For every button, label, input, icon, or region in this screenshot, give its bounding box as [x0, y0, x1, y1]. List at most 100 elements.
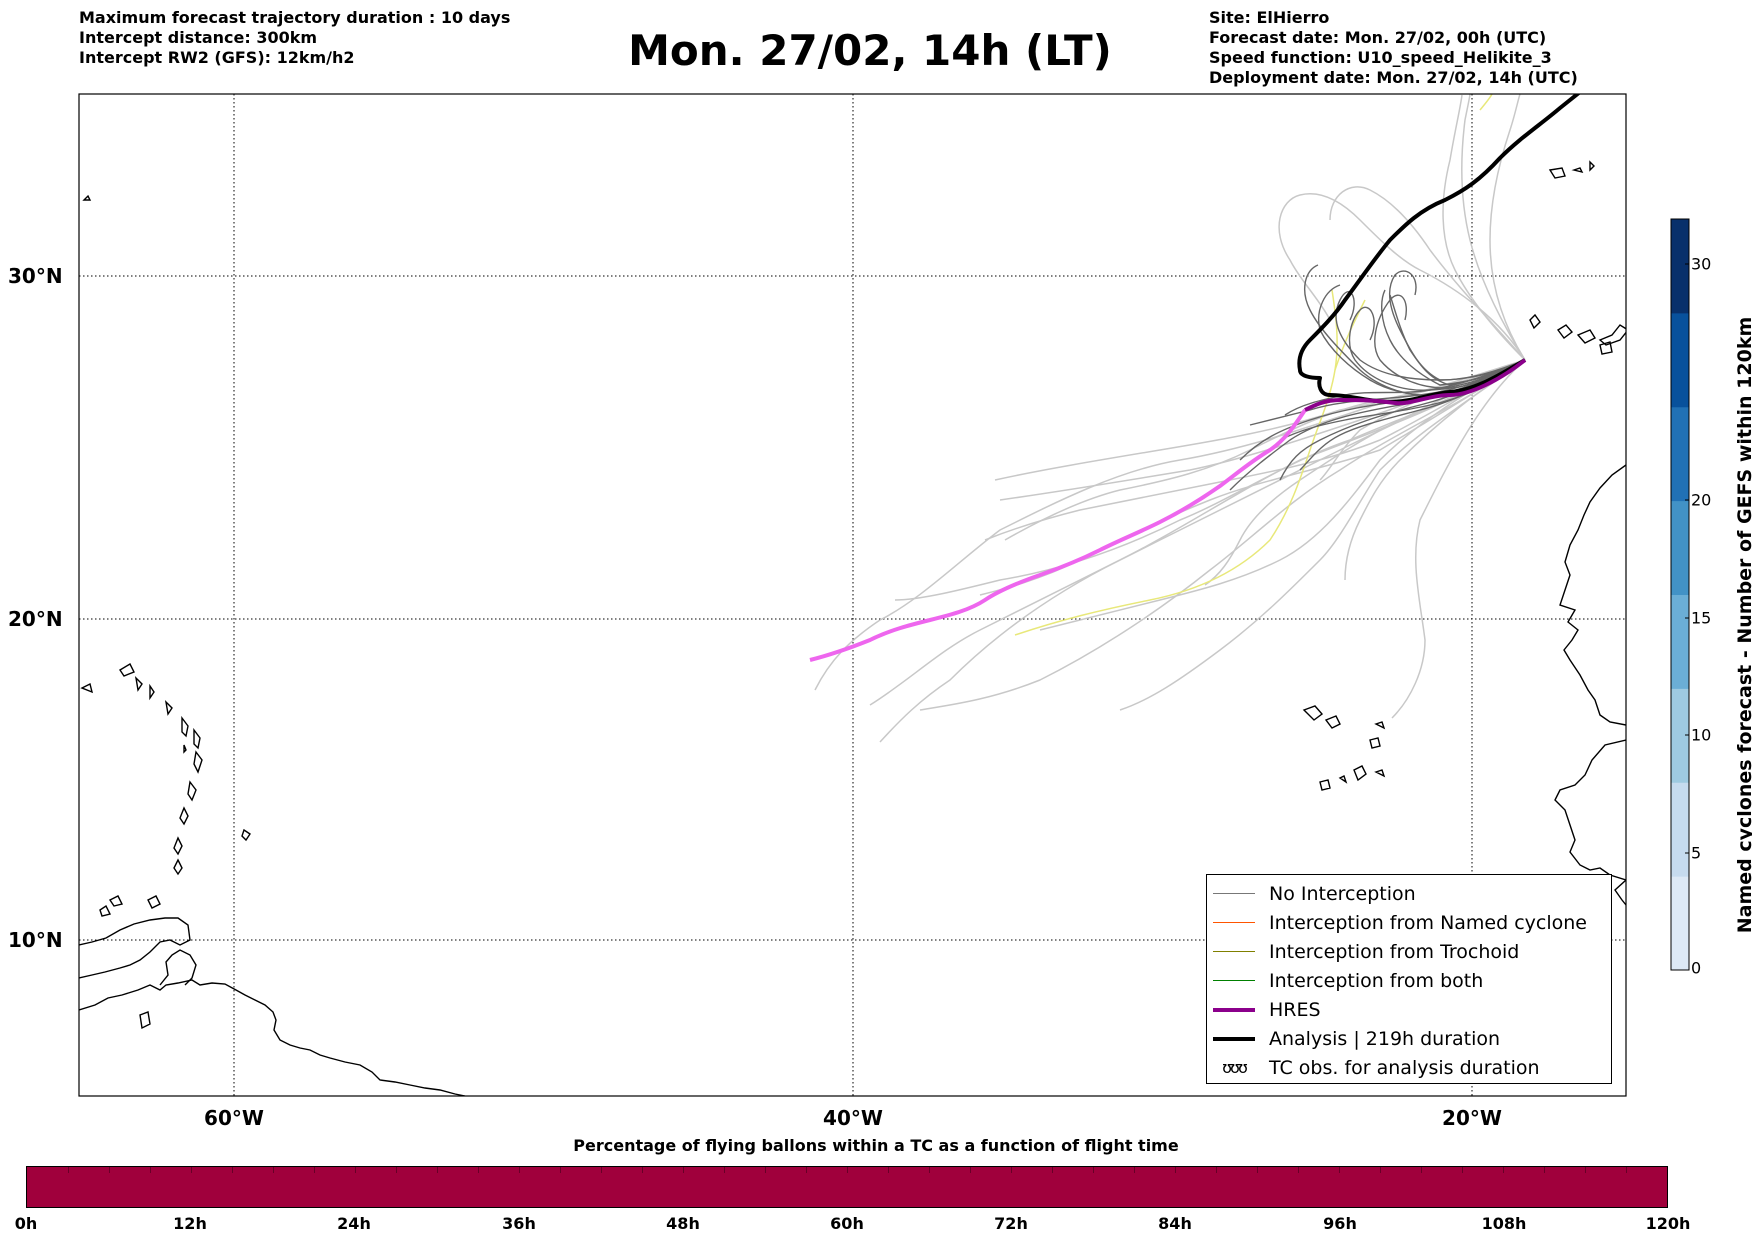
- colorbar-band: [1671, 876, 1689, 971]
- timebar-segment-divider: [1462, 1167, 1463, 1173]
- colorbar-band: [1671, 312, 1689, 408]
- trajectory-dark: [1374, 294, 1526, 389]
- timebar-segment-divider: [1011, 1167, 1012, 1173]
- timebar-segment-divider: [724, 1167, 725, 1173]
- trajectory-dark: [1389, 294, 1526, 386]
- trajectory-light: [1391, 359, 1526, 719]
- legend-item-trochoid: Interception from Trochoid: [1213, 937, 1519, 966]
- trajectory-light: [869, 359, 1526, 706]
- timebar-tick-label: 72h: [994, 1214, 1028, 1233]
- timebar-segment-divider: [519, 1167, 520, 1173]
- coast-trinidad: [159, 949, 197, 986]
- timebar-segment-divider: [560, 1167, 561, 1173]
- trajectory-light: [994, 359, 1526, 481]
- colorbar-title: Named cyclones forecast - Number of GEFS…: [1734, 316, 1752, 934]
- legend-item-analysis: Analysis | 219h duration: [1213, 1024, 1500, 1053]
- timebar-segment-divider: [1380, 1167, 1381, 1173]
- header-right-line: Forecast date: Mon. 27/02, 00h (UTC): [1209, 28, 1547, 47]
- timebar-segment-divider: [1052, 1167, 1053, 1173]
- ensemble-trajectories-light: [814, 94, 1526, 743]
- colorbar-tick-label: 30: [1691, 254, 1712, 274]
- timebar-segment-divider: [1626, 1167, 1627, 1173]
- trajectory-light: [1278, 193, 1526, 361]
- timebar-segment-divider: [150, 1167, 151, 1173]
- timebar-segment-divider: [1134, 1167, 1135, 1173]
- coast-canary-islands: [1529, 313, 1626, 355]
- header-right-line: Deployment date: Mon. 27/02, 14h (UTC): [1209, 68, 1578, 87]
- lon-label-20w: 20°W: [1442, 1106, 1502, 1130]
- lat-label-20n: 20°N: [8, 607, 63, 631]
- lon-label-60w: 60°W: [204, 1106, 264, 1130]
- colorbar-band: [1671, 688, 1689, 783]
- trajectory-light: [984, 359, 1526, 541]
- map-frame: [78, 93, 1627, 1097]
- coast-lesser-antilles: [80, 194, 251, 1030]
- timebar-tick-label: 0h: [14, 1214, 38, 1233]
- analysis-trajectory: [1297, 94, 1581, 404]
- timebar-segment-divider: [1257, 1167, 1258, 1173]
- timebar-segment-divider: [1093, 1167, 1094, 1173]
- trajectory-light: [894, 359, 1526, 601]
- colorbar-frame: [1670, 218, 1690, 971]
- legend-swatch: [1213, 951, 1255, 952]
- lat-label-10n: 10°N: [8, 928, 63, 952]
- trajectory-trochoid: [1014, 289, 1338, 636]
- hres-trajectory-start: [1304, 358, 1527, 412]
- timebar-segment-divider: [68, 1167, 69, 1173]
- header-left-line: Intercept RW2 (GFS): 12km/h2: [79, 48, 355, 67]
- lat-label-30n: 30°N: [8, 264, 63, 288]
- legend-label: Interception from both: [1269, 969, 1484, 992]
- timebar-segment-divider: [437, 1167, 438, 1173]
- colorbar-ticks: [1685, 263, 1689, 854]
- coast-south-america: [79, 979, 466, 1096]
- trajectory-light: [1344, 359, 1526, 581]
- legend-swatch: [1213, 1036, 1255, 1041]
- legend-item-tc-obs: ʊʊʊ TC obs. for analysis duration: [1213, 1053, 1539, 1082]
- timebar-segment-divider: [1585, 1167, 1586, 1173]
- legend-swatch: [1213, 1007, 1255, 1012]
- legend-swatch: [1213, 893, 1255, 894]
- timebar-segment-divider: [683, 1167, 684, 1173]
- hres-trajectory: [809, 408, 1307, 662]
- timebar-segment-divider: [765, 1167, 766, 1173]
- trajectory-light: [1119, 359, 1526, 711]
- trajectory-light: [1489, 94, 1526, 361]
- timebar-segment-divider: [929, 1167, 930, 1173]
- timebar-segment-divider: [1175, 1167, 1176, 1173]
- header-left-line: Maximum forecast trajectory duration : 1…: [79, 8, 511, 27]
- legend-item-named-cyclone: Interception from Named cyclone: [1213, 908, 1587, 937]
- header-right-line: Speed function: U10_speed_Helikite_3: [1209, 48, 1552, 67]
- trajectory-trochoid: [1479, 94, 1493, 111]
- map-legend: No Interception Interception from Named …: [1206, 874, 1612, 1084]
- coast-west-africa-north: [1614, 879, 1626, 906]
- timebar-segment-divider: [888, 1167, 889, 1173]
- legend-label: HRES: [1269, 998, 1321, 1021]
- coast-west-africa: [1559, 464, 1626, 726]
- timebar-segment-divider: [191, 1167, 192, 1173]
- trajectory-light: [1442, 94, 1526, 361]
- legend-label: No Interception: [1269, 882, 1416, 905]
- trajectory-dark: [1381, 289, 1526, 386]
- colorbar-band: [1671, 782, 1689, 877]
- timebar-tick-label: 60h: [830, 1214, 864, 1233]
- trajectory-dark: [1335, 291, 1526, 381]
- colorbar-tick-label: 5: [1691, 843, 1702, 863]
- timebar: [26, 1166, 1668, 1208]
- trajectory-light: [1329, 186, 1526, 361]
- colorbar-tick-label: 10: [1691, 725, 1712, 745]
- legend-swatch: [1213, 980, 1255, 981]
- trajectory-dark: [1388, 270, 1526, 381]
- colorbar-tick-label: 15: [1691, 608, 1712, 628]
- colorbar-band: [1671, 500, 1689, 595]
- coast-venezuela: [79, 917, 191, 979]
- timebar-segment-divider: [1544, 1167, 1545, 1173]
- trajectory-dark: [1348, 306, 1526, 391]
- colorbar-tick-label: 0: [1691, 958, 1702, 978]
- colorbar: [1671, 219, 1689, 971]
- timebar-segment-divider: [806, 1167, 807, 1173]
- timebar-segment-divider: [1503, 1167, 1504, 1173]
- colorbar-band: [1671, 594, 1689, 689]
- timebar-tick-label: 108h: [1481, 1214, 1527, 1233]
- legend-item-no-interception: No Interception: [1213, 879, 1416, 908]
- legend-item-both: Interception from both: [1213, 966, 1483, 995]
